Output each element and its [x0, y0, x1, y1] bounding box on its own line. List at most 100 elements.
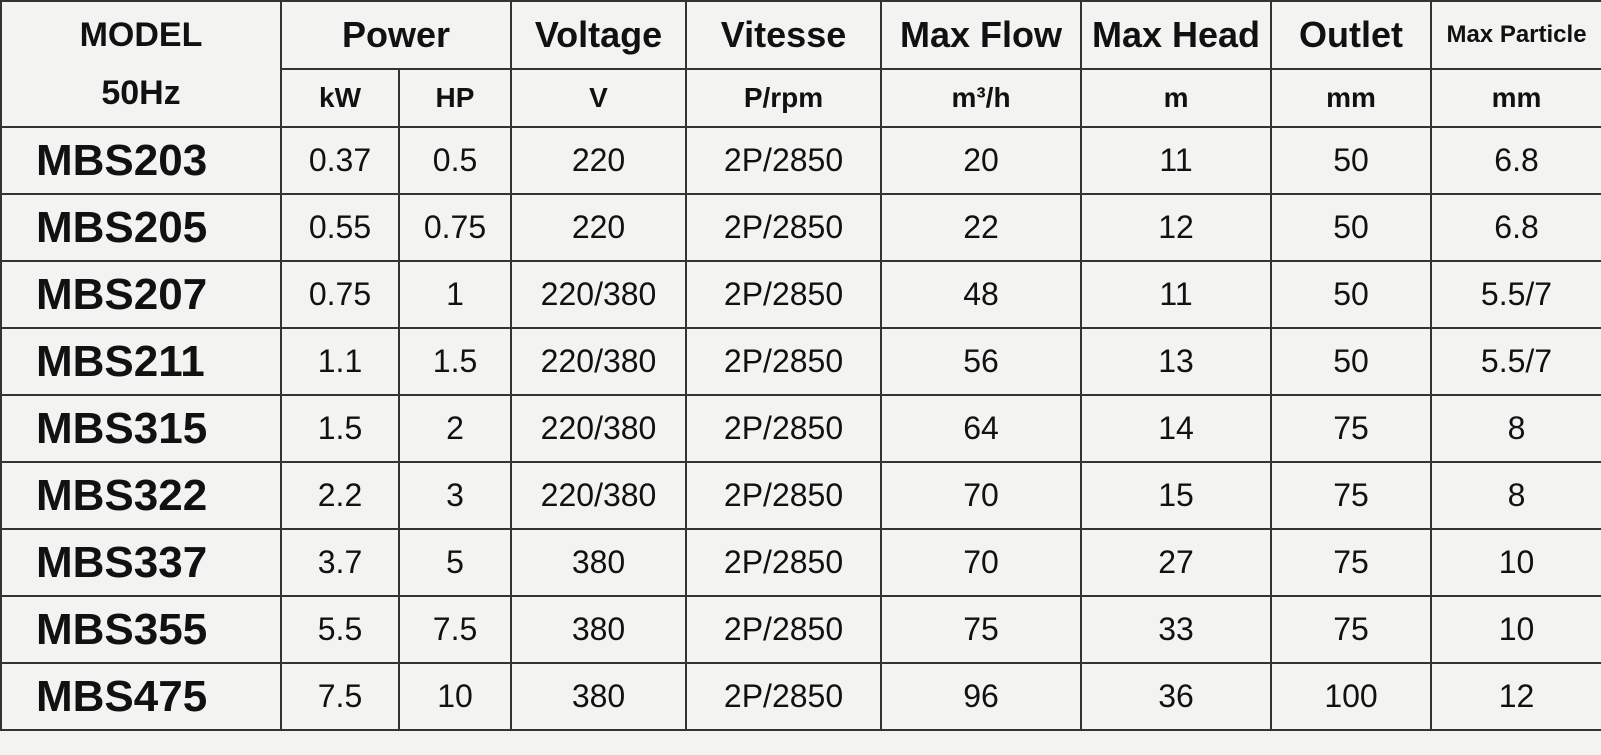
model-header: MODEL 50Hz — [0, 0, 282, 128]
cell: 2P/2850 — [685, 394, 883, 463]
cell: 7.5 — [397, 595, 513, 664]
cell: 2P/2850 — [685, 528, 883, 597]
cell: 0.5 — [397, 126, 513, 195]
model-name: MBS207 — [0, 260, 282, 329]
model-name: MBS315 — [0, 394, 282, 463]
data-row: MBS475 7.5 10 380 2P/2850 96 36 100 12 — [0, 662, 1601, 731]
model-name: MBS203 — [0, 126, 282, 195]
cell: 11 — [1080, 260, 1273, 329]
unit: kW — [280, 68, 400, 128]
model-name: MBS475 — [0, 662, 282, 731]
cell: 1.5 — [280, 394, 400, 463]
cell: 75 — [1270, 528, 1433, 597]
unit: mm — [1270, 68, 1433, 128]
cell: 27 — [1080, 528, 1273, 597]
model-name: MBS322 — [0, 461, 282, 530]
table-head: MODEL 50Hz Power Voltage Vitesse Max Flow Max… — [0, 0, 1601, 128]
data-row: MBS211 1.1 1.5 220/380 2P/2850 56 13 50 5.5/7 — [0, 327, 1601, 396]
cell: 5.5/7 — [1430, 260, 1601, 329]
data-row: MBS207 0.75 1 220/380 2P/2850 48 11 50 5.5/7 — [0, 260, 1601, 329]
cell: 5.5/7 — [1430, 327, 1601, 396]
cell: 6.8 — [1430, 126, 1601, 195]
data-row: MBS205 0.55 0.75 220 2P/2850 22 12 50 6.8 — [0, 193, 1601, 262]
cell: 12 — [1080, 193, 1273, 262]
cell: 50 — [1270, 327, 1433, 396]
cell: 380 — [510, 595, 688, 664]
data-row: MBS355 5.5 7.5 380 2P/2850 75 33 75 10 — [0, 595, 1601, 664]
cell: 220 — [510, 126, 688, 195]
cell: 2P/2850 — [685, 595, 883, 664]
cell: 0.75 — [397, 193, 513, 262]
model-title: MODEL — [79, 16, 203, 54]
unit: m — [1080, 68, 1273, 128]
cell: 50 — [1270, 193, 1433, 262]
cell: 2.2 — [280, 461, 400, 530]
cell: 380 — [510, 662, 688, 731]
cell: 12 — [1430, 662, 1601, 731]
cell: 2 — [397, 394, 513, 463]
cell: 220/380 — [510, 260, 688, 329]
frequency: 50Hz — [101, 74, 181, 112]
cell: 2P/2850 — [685, 260, 883, 329]
cell: 3.7 — [280, 528, 400, 597]
cell: 8 — [1430, 394, 1601, 463]
cell: 13 — [1080, 327, 1273, 396]
cell: 20 — [880, 126, 1083, 195]
column-title: Max Particle — [1430, 0, 1601, 70]
cell: 75 — [1270, 595, 1433, 664]
cell: 15 — [1080, 461, 1273, 530]
cell: 1.1 — [280, 327, 400, 396]
cell: 64 — [880, 394, 1083, 463]
cell: 6.8 — [1430, 193, 1601, 262]
cell: 33 — [1080, 595, 1273, 664]
cell: 10 — [1430, 595, 1601, 664]
column-title: Max Head — [1080, 0, 1273, 70]
header-row: MODEL 50Hz Power Voltage Vitesse Max Flow Max… — [0, 0, 1601, 128]
cell: 7.5 — [280, 662, 400, 731]
spec-table: MODEL 50Hz Power Voltage Vitesse Max Flow Max… — [0, 0, 1601, 731]
cell: 11 — [1080, 126, 1273, 195]
unit: HP — [397, 68, 513, 128]
cell: 2P/2850 — [685, 461, 883, 530]
cell: 70 — [880, 461, 1083, 530]
cell: 36 — [1080, 662, 1273, 731]
model-name: MBS337 — [0, 528, 282, 597]
cell: 96 — [880, 662, 1083, 731]
cell: 50 — [1270, 260, 1433, 329]
cell: 380 — [510, 528, 688, 597]
column-title: Max Flow — [880, 0, 1083, 70]
cell: 2P/2850 — [685, 327, 883, 396]
cell: 70 — [880, 528, 1083, 597]
cell: 56 — [880, 327, 1083, 396]
cell: 2P/2850 — [685, 662, 883, 731]
cell: 2P/2850 — [685, 126, 883, 195]
data-row: MBS337 3.7 5 380 2P/2850 70 27 75 10 — [0, 528, 1601, 597]
cell: 0.75 — [280, 260, 400, 329]
cell: 0.55 — [280, 193, 400, 262]
cell: 50 — [1270, 126, 1433, 195]
cell: 75 — [880, 595, 1083, 664]
unit: V — [510, 68, 688, 128]
cell: 75 — [1270, 461, 1433, 530]
cell: 1.5 — [397, 327, 513, 396]
data-row: MBS322 2.2 3 220/380 2P/2850 70 15 75 8 — [0, 461, 1601, 530]
cell: 2P/2850 — [685, 193, 883, 262]
cell: 3 — [397, 461, 513, 530]
cell: 14 — [1080, 394, 1273, 463]
cell: 220 — [510, 193, 688, 262]
column-title: Outlet — [1270, 0, 1433, 70]
cell: 75 — [1270, 394, 1433, 463]
cell: 220/380 — [510, 461, 688, 530]
column-title: Voltage — [510, 0, 688, 70]
cell: 10 — [397, 662, 513, 731]
data-row: MBS203 0.37 0.5 220 2P/2850 20 11 50 6.8 — [0, 126, 1601, 195]
cell: 5 — [397, 528, 513, 597]
unit-row: kW HP V P/rpm m³/h m mm mm — [1, 68, 1601, 128]
cell: 10 — [1430, 528, 1601, 597]
cell: 1 — [397, 260, 513, 329]
data-row: MBS315 1.5 2 220/380 2P/2850 64 14 75 8 — [0, 394, 1601, 463]
column-title: Vitesse — [685, 0, 883, 70]
column-title: Power — [279, 0, 513, 70]
unit: P/rpm — [685, 68, 883, 128]
